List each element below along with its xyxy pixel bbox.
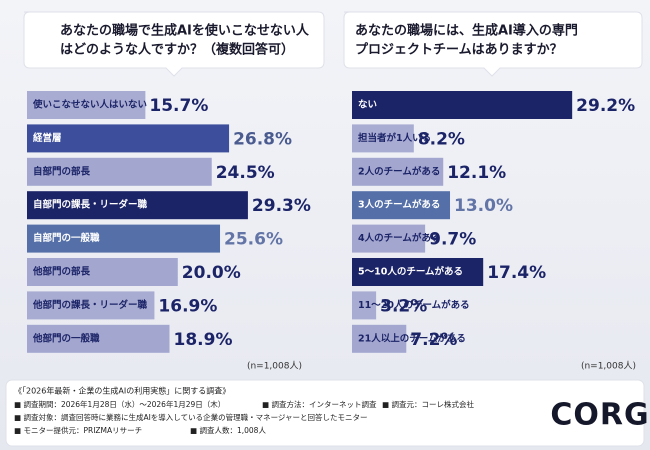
- value-label: 20.0%: [182, 263, 241, 283]
- category-label: 使いこなせない人はいない: [32, 99, 147, 111]
- category-label: 11〜20人のチームがある: [358, 299, 470, 311]
- bar: [352, 191, 451, 220]
- bar: [27, 124, 230, 153]
- category-label: 他部門の一般職: [32, 332, 100, 344]
- value-label: 16.9%: [158, 296, 217, 316]
- value-label: 13.0%: [454, 196, 513, 216]
- category-label: 他部門の部長: [32, 266, 91, 278]
- bar: [352, 324, 407, 353]
- value-label: 25.6%: [224, 230, 283, 250]
- footer-item: ■ 調査期間：2026年1月28日（水）～2026年1月29日（木）: [14, 399, 225, 409]
- category-label: 2人のチームがある: [358, 165, 440, 177]
- category-label: 3人のチームがある: [358, 199, 440, 211]
- bar: [27, 291, 155, 320]
- category-label: 担当者が1人いる: [358, 132, 431, 144]
- chart-title: あなたの職場には、生成AI導入の専門: [355, 23, 578, 39]
- footer-item: ■ 調査対象：調査回答時に業務に生成AIを導入している企業の管理職・マネージャー…: [14, 412, 368, 422]
- bar: [352, 224, 426, 253]
- footer-item: ■ モニター提供元：PRIZMAリサーチ: [14, 425, 142, 435]
- bar: [27, 157, 212, 186]
- title-bubble: [23, 11, 643, 77]
- value-label: 12.1%: [447, 163, 506, 183]
- chart-title: あなたの職場で生成AIを使いこなせない人: [60, 23, 310, 39]
- category-label: 自部門の部長: [33, 165, 91, 177]
- sample-note: (n=1,008人): [247, 361, 302, 372]
- category-label: ない: [358, 100, 377, 111]
- bar: [27, 224, 221, 253]
- bar: [352, 91, 573, 119]
- sample-note: (n=1,008人): [581, 361, 636, 372]
- category-label: 他部門の課長・リーダー職: [32, 299, 148, 311]
- value-label: 7.2%: [410, 330, 457, 350]
- logo: CORG: [550, 398, 649, 433]
- value-label: 18.9%: [174, 330, 233, 350]
- value-label: 9.7%: [429, 230, 476, 250]
- footer-box: [5, 379, 645, 447]
- category-label: 経営層: [33, 132, 62, 144]
- chart-title: プロジェクトチームはありますか？: [355, 43, 563, 58]
- footer-item: ■ 調査人数：1,008人: [190, 425, 266, 435]
- chart-title: はどのような人ですか？（複数回答可）: [60, 42, 294, 58]
- value-label: 8.2%: [418, 129, 465, 149]
- value-label: 15.7%: [149, 96, 208, 116]
- value-label: 29.2%: [576, 96, 635, 116]
- bar: [352, 258, 484, 286]
- category-label: 5〜10人のチームがある: [358, 266, 463, 278]
- category-label: 21人以上のチームがある: [358, 332, 466, 344]
- bar: [27, 91, 146, 119]
- bar: [27, 258, 178, 286]
- value-label: 24.5%: [216, 163, 275, 183]
- bar: [27, 191, 248, 220]
- category-label: 自部門の課長・リーダー職: [33, 199, 148, 211]
- bar: [352, 157, 444, 186]
- value-label: 3.2%: [380, 296, 427, 316]
- bar: [352, 291, 377, 320]
- footer-item: ■ 調査方法：インターネット調査: [262, 399, 377, 409]
- value-label: 29.3%: [252, 196, 311, 216]
- value-label: 26.8%: [233, 129, 292, 149]
- category-label: 自部門の一般職: [33, 232, 100, 244]
- footer-heading: 《「2026年最新・企業の生成AIの利用実態」に関する調査》: [14, 386, 230, 396]
- bar: [27, 324, 170, 353]
- bar: [352, 124, 414, 153]
- value-label: 17.4%: [487, 263, 546, 283]
- footer-item: ■ 調査元：コーレ株式会社: [382, 399, 474, 409]
- category-label: 4人のチームがある: [358, 232, 440, 244]
